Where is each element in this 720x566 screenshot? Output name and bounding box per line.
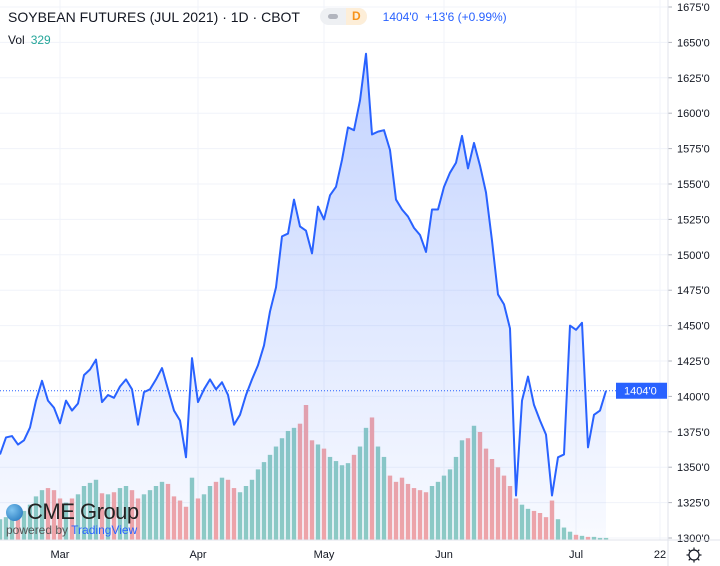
y-tick-label: 1400'0 [677, 391, 710, 403]
y-tick-label: 1550'0 [677, 179, 710, 191]
gear-tooth [688, 549, 691, 552]
y-tick-label: 1500'0 [677, 250, 710, 262]
y-tick-label: 1625'0 [677, 73, 710, 85]
price-quote: 1404'0 +13'6 (+0.99%) [383, 10, 507, 24]
y-tick-label: 1450'0 [677, 321, 710, 333]
volume-value: 329 [30, 33, 51, 47]
volume-legend: Vol 329 [8, 33, 51, 47]
last-price: 1404'0 [382, 9, 419, 24]
y-tick-label: 1300'0 [677, 533, 710, 545]
settings-icon[interactable] [686, 547, 702, 563]
symbol-title: SOYBEAN FUTURES (JUL 2021) · 1D · CBOT [8, 8, 300, 25]
data-status-badge[interactable]: D [319, 8, 367, 25]
delayed-badge: D [345, 8, 367, 25]
gear-tooth [688, 558, 691, 561]
x-tick-label: Mar [51, 549, 70, 561]
brand-name: CME Group [27, 499, 139, 524]
y-tick-label: 1650'0 [677, 37, 710, 49]
y-tick-label: 1475'0 [677, 285, 710, 297]
x-tick-label: 22 [654, 549, 666, 561]
x-tick-label: Jul [569, 549, 583, 561]
y-tick-label: 1600'0 [677, 108, 710, 120]
y-tick-label: 1575'0 [677, 144, 710, 156]
x-tick-label: Jun [435, 549, 453, 561]
gear-circle [688, 549, 700, 561]
y-tick-label: 1350'0 [677, 462, 710, 474]
price-area [0, 53, 606, 541]
powered-by: powered by [6, 523, 69, 537]
gear-tooth [697, 558, 700, 561]
price-change: +13'6 (+0.99%) [425, 9, 507, 24]
globe-icon [6, 503, 23, 521]
gear-tooth [697, 549, 700, 552]
y-tick-label: 1525'0 [677, 214, 710, 226]
last-price-box [616, 382, 667, 399]
y-tick-label: 1325'0 [677, 498, 710, 510]
y-tick-label: 1675'0 [677, 2, 710, 14]
x-tick-label: Apr [189, 549, 206, 561]
x-tick-label: May [314, 549, 335, 561]
price-line [0, 52, 607, 497]
tradingview-link[interactable]: TradingView [71, 523, 138, 537]
chart-header: SOYBEAN FUTURES (JUL 2021) · 1D · CBOT D… [8, 8, 507, 25]
cme-logo[interactable]: CME Group powered by TradingView [6, 499, 139, 537]
y-tick-label: 1375'0 [677, 427, 710, 439]
y-tick-label: 1425'0 [677, 356, 710, 368]
collapse-icon [327, 14, 338, 19]
last-price-label: 1404'0 [624, 386, 657, 398]
volume-label: Vol [8, 33, 25, 47]
